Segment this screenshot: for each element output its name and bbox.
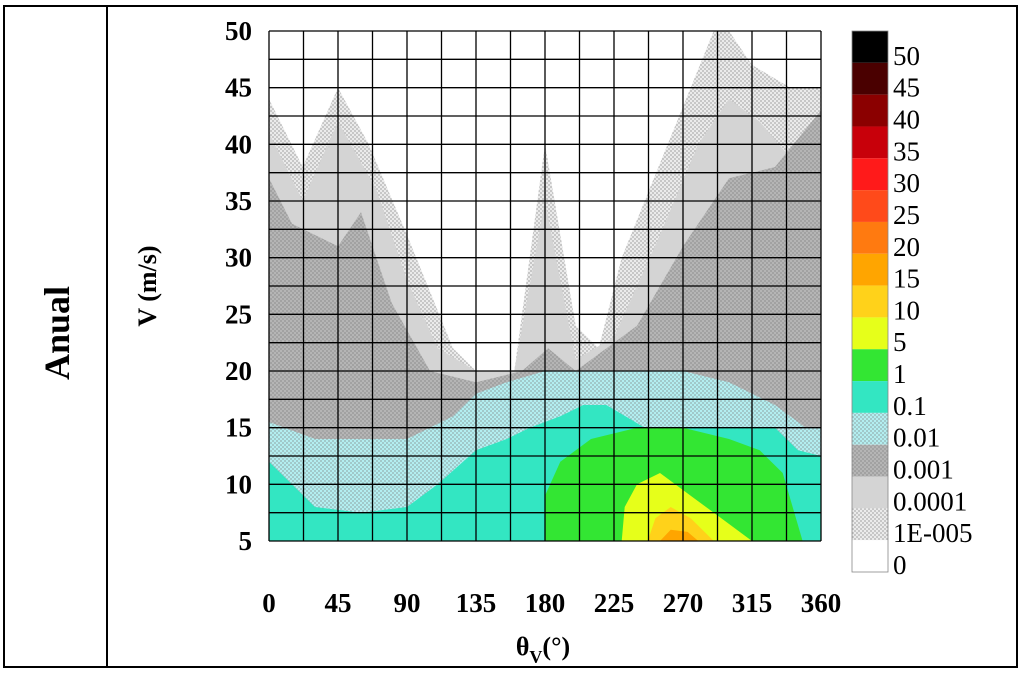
x-tick-label: 360 — [801, 588, 842, 618]
y-tick-label: 5 — [239, 526, 253, 556]
x-tick-label: 180 — [525, 588, 566, 618]
colorbar-outline — [851, 30, 889, 573]
colorbar-swatch — [852, 444, 888, 477]
colorbar-label: 5 — [893, 327, 907, 357]
contour-region-15 — [660, 529, 699, 541]
y-tick-label: 10 — [225, 469, 252, 499]
y-tick-label: 15 — [225, 413, 252, 443]
contour-region-10 — [647, 507, 714, 541]
x-tick-label: 135 — [456, 588, 497, 618]
colorbar-swatch — [852, 476, 888, 509]
colorbar-label: 30 — [893, 168, 920, 198]
colorbar-label: 0.0001 — [893, 486, 967, 516]
x-tick-labels: 0 45 90 135 180 225 270 315 360 — [262, 588, 841, 618]
colorbar-swatch — [852, 31, 888, 63]
y-tick-label: 40 — [225, 129, 252, 159]
colorbar-label: 1E-005 — [893, 518, 972, 548]
colorbar-swatch — [852, 253, 888, 286]
colorbar-swatch — [852, 190, 888, 222]
colorbar: 504540353025201510510.10.010.0010.00011E… — [851, 30, 972, 580]
y-tick-label: 50 — [225, 16, 252, 46]
x-tick-label: 270 — [663, 588, 704, 618]
figure-frame — [3, 5, 1018, 668]
x-axis-label-theta: θ — [516, 632, 530, 661]
colorbar-label: 0.001 — [893, 455, 954, 485]
y-tick-labels: 5 10 15 20 25 30 35 40 45 50 — [225, 16, 252, 556]
colorbar-label: 15 — [893, 264, 920, 294]
x-tick-label: 45 — [325, 588, 352, 618]
column-divider — [106, 5, 108, 668]
x-tick-label: 315 — [732, 588, 773, 618]
colorbar-swatch — [852, 349, 888, 382]
colorbar-label: 10 — [893, 295, 920, 325]
colorbar-label: 50 — [893, 41, 920, 71]
y-tick-label: 45 — [225, 73, 252, 103]
colorbar-swatch — [852, 94, 888, 127]
colorbar-label: 0 — [893, 550, 907, 580]
colorbar-swatch — [852, 126, 888, 159]
y-tick-label: 35 — [225, 186, 252, 216]
colorbar-swatch — [852, 412, 888, 445]
x-tick-label: 90 — [394, 588, 421, 618]
colorbar-swatch — [852, 381, 888, 413]
x-tick-label: 0 — [262, 588, 276, 618]
colorbar-label: 20 — [893, 232, 920, 262]
colorbar-swatch — [852, 158, 888, 191]
colorbar-swatch — [852, 285, 888, 318]
colorbar-label: 25 — [893, 200, 920, 230]
x-axis-label-subscript: V — [529, 647, 542, 667]
colorbar-label: 45 — [893, 73, 920, 103]
grid-lines — [268, 30, 822, 542]
colorbar-swatch — [852, 317, 888, 350]
x-axis-label: θV(°) — [516, 632, 570, 667]
colorbar-swatch — [852, 62, 888, 95]
y-tick-label: 25 — [225, 299, 252, 329]
x-tick-label: 225 — [594, 588, 635, 618]
colorbar-label: 1 — [893, 359, 907, 389]
colorbar-swatch — [852, 221, 888, 254]
y-tick-label: 30 — [225, 243, 252, 273]
colorbar-swatch — [852, 540, 888, 572]
colorbar-label: 0.1 — [893, 391, 927, 421]
colorbar-label: 35 — [893, 136, 920, 166]
x-axis-label-unit: (°) — [542, 632, 570, 661]
y-tick-label: 20 — [225, 356, 252, 386]
colorbar-label: 0.01 — [893, 423, 940, 453]
colorbar-label: 40 — [893, 104, 920, 134]
colorbar-swatch — [852, 508, 888, 541]
y-axis-label: V (m/s) — [133, 245, 162, 326]
